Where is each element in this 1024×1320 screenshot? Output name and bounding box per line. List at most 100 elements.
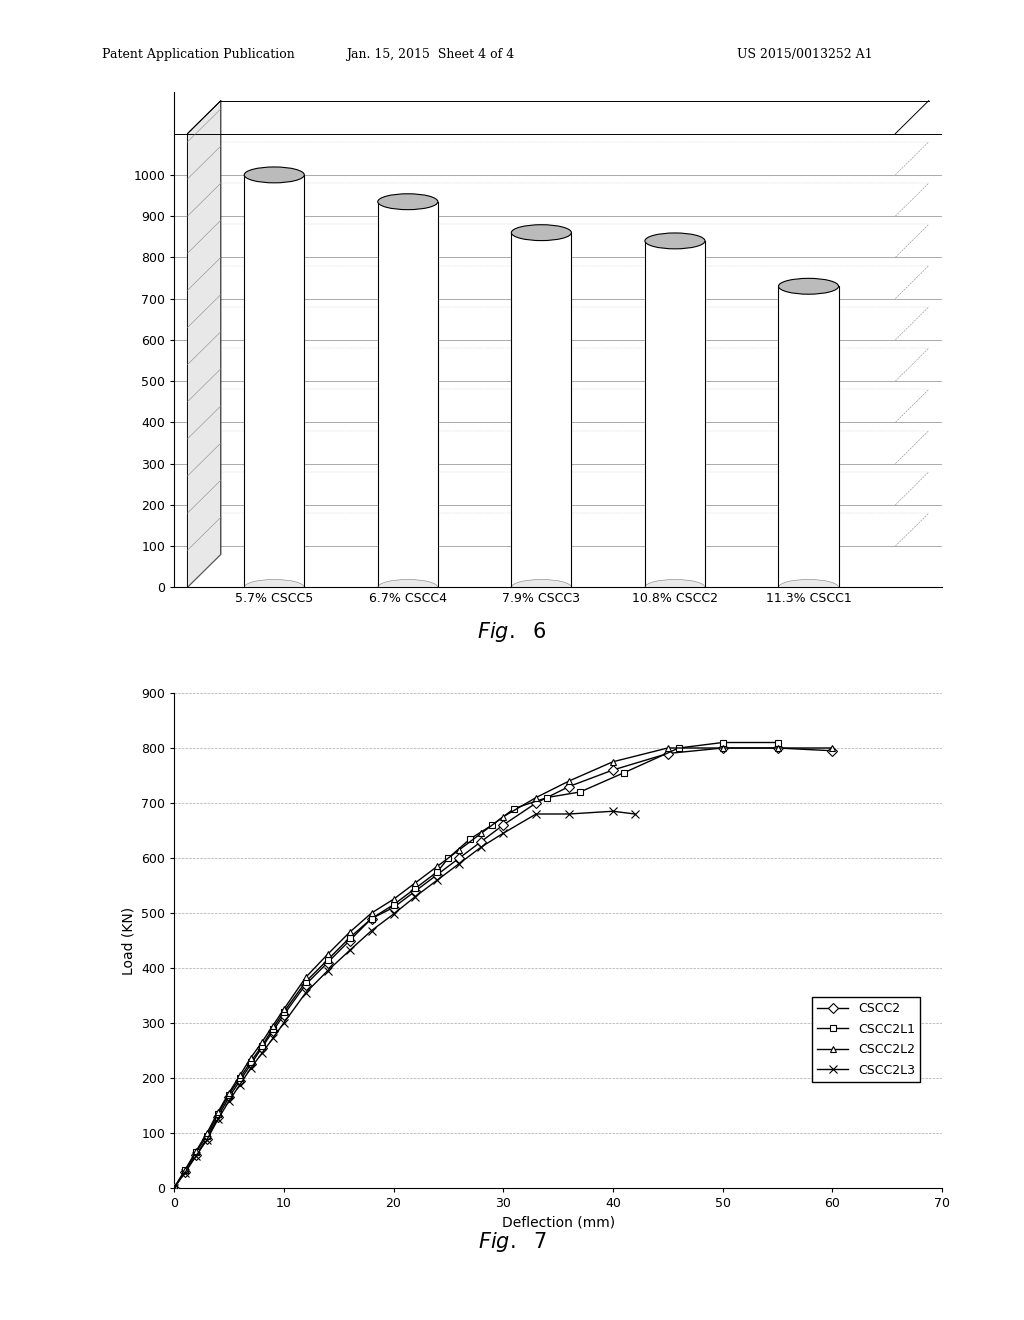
Text: Patent Application Publication: Patent Application Publication [102, 48, 295, 61]
Ellipse shape [778, 579, 839, 595]
CSCC2L2 [168, 1180, 180, 1196]
CSCC2L1 [387, 896, 399, 912]
CSCC2L2 [410, 875, 422, 891]
CSCC2L3 [256, 1045, 268, 1061]
CSCC2L2 [366, 906, 378, 921]
CSCC2L2 [662, 741, 674, 756]
CSCC2 [771, 741, 783, 756]
CSCC2L2 [322, 946, 334, 962]
CSCC2 [322, 954, 334, 970]
X-axis label: Deflection (mm): Deflection (mm) [502, 1216, 614, 1230]
CSCC2 [201, 1130, 213, 1146]
CSCC2L1 [486, 817, 499, 833]
Ellipse shape [378, 194, 438, 210]
CSCC2 [387, 900, 399, 916]
CSCC2L1 [256, 1038, 268, 1053]
Bar [511, 232, 571, 587]
CSCC2L2 [387, 891, 399, 907]
CSCC2 [475, 834, 487, 850]
CSCC2 [826, 743, 839, 759]
CSCC2L2 [530, 789, 543, 805]
Ellipse shape [244, 166, 304, 183]
CSCC2L3 [530, 807, 543, 822]
CSCC2 [212, 1109, 224, 1125]
CSCC2L2 [201, 1125, 213, 1140]
Line: CSCC2: CSCC2 [171, 744, 836, 1192]
CSCC2 [717, 741, 729, 756]
CSCC2 [497, 817, 509, 833]
CSCC2L1 [464, 830, 476, 846]
Bar [244, 174, 304, 587]
CSCC2L2 [189, 1143, 202, 1159]
Ellipse shape [511, 579, 571, 595]
CSCC2L1 [322, 952, 334, 968]
CSCC2L3 [278, 1015, 290, 1031]
Line: CSCC2L3: CSCC2L3 [170, 807, 639, 1192]
CSCC2L3 [168, 1180, 180, 1196]
CSCC2L1 [343, 929, 355, 945]
Ellipse shape [645, 232, 705, 249]
CSCC2 [278, 1007, 290, 1023]
CSCC2L3 [563, 807, 575, 822]
CSCC2L3 [233, 1077, 246, 1093]
CSCC2L1 [168, 1180, 180, 1196]
CSCC2 [431, 866, 443, 882]
CSCC2L1 [223, 1086, 236, 1102]
Y-axis label: Load (KN): Load (KN) [122, 907, 135, 974]
CSCC2 [530, 795, 543, 810]
CSCC2L2 [300, 969, 312, 985]
Legend: CSCC2, CSCC2L1, CSCC2L2, CSCC2L3: CSCC2, CSCC2L1, CSCC2L2, CSCC2L3 [812, 997, 921, 1082]
CSCC2L3 [179, 1164, 191, 1180]
CSCC2 [189, 1147, 202, 1163]
CSCC2 [256, 1040, 268, 1056]
CSCC2L2 [245, 1049, 257, 1065]
CSCC2 [563, 779, 575, 795]
Ellipse shape [645, 579, 705, 595]
CSCC2L2 [343, 924, 355, 940]
Line: CSCC2L2: CSCC2L2 [171, 744, 836, 1192]
CSCC2 [245, 1056, 257, 1072]
CSCC2 [410, 883, 422, 899]
CSCC2 [266, 1023, 279, 1039]
CSCC2L2 [771, 741, 783, 756]
CSCC2 [233, 1073, 246, 1089]
CSCC2L2 [563, 774, 575, 789]
Text: $\mathit{Fig.\ \ 6}$: $\mathit{Fig.\ \ 6}$ [477, 620, 547, 644]
CSCC2L3 [212, 1111, 224, 1127]
CSCC2 [300, 977, 312, 993]
CSCC2L1 [189, 1144, 202, 1160]
CSCC2L2 [431, 858, 443, 874]
CSCC2 [662, 746, 674, 762]
CSCC2L1 [410, 880, 422, 896]
CSCC2 [607, 762, 620, 777]
CSCC2L1 [179, 1163, 191, 1179]
CSCC2L3 [245, 1060, 257, 1076]
CSCC2L3 [607, 804, 620, 820]
CSCC2L1 [300, 974, 312, 990]
CSCC2L3 [454, 855, 466, 871]
Bar [778, 286, 839, 587]
CSCC2 [179, 1164, 191, 1180]
CSCC2L2 [454, 842, 466, 858]
CSCC2L2 [607, 754, 620, 770]
CSCC2L1 [201, 1127, 213, 1143]
CSCC2 [343, 932, 355, 948]
Text: US 2015/0013252 A1: US 2015/0013252 A1 [737, 48, 872, 61]
CSCC2L2 [717, 741, 729, 756]
CSCC2L1 [673, 741, 685, 756]
CSCC2L3 [475, 840, 487, 855]
CSCC2L2 [475, 825, 487, 841]
Bar [378, 202, 438, 587]
CSCC2L3 [201, 1131, 213, 1147]
CSCC2L1 [541, 789, 553, 805]
Line: CSCC2L1: CSCC2L1 [171, 739, 781, 1192]
CSCC2L1 [508, 800, 520, 816]
CSCC2 [454, 850, 466, 866]
CSCC2L2 [497, 809, 509, 825]
Bar [645, 240, 705, 587]
CSCC2L1 [266, 1020, 279, 1036]
CSCC2L3 [343, 942, 355, 958]
CSCC2L2 [212, 1104, 224, 1119]
Ellipse shape [778, 279, 839, 294]
CSCC2L3 [223, 1093, 236, 1109]
